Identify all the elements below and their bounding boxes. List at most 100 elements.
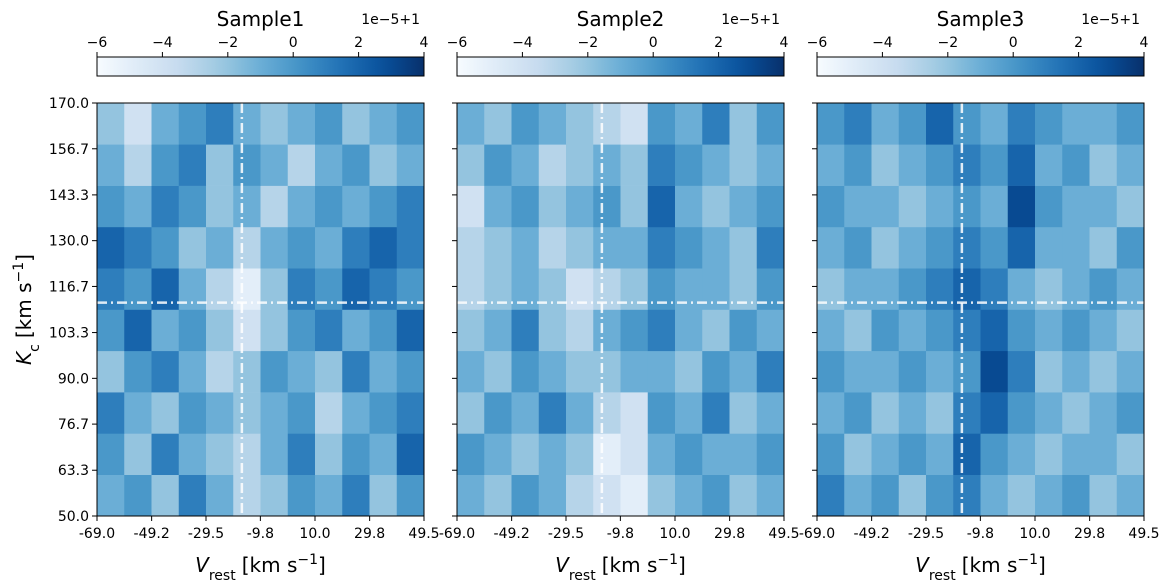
heatmap-cell	[871, 309, 900, 352]
heatmap-cell	[620, 185, 649, 228]
heatmap-cell	[898, 185, 927, 228]
heatmap-cell	[396, 226, 425, 269]
heatmap-cell	[151, 433, 180, 475]
heatmap-cell	[953, 309, 981, 352]
heatmap-cell	[844, 392, 872, 434]
colorbar-tick-label: −6	[447, 35, 468, 51]
axis-label-part: [km s	[962, 553, 1018, 577]
heatmap-cell	[538, 474, 567, 517]
heatmap-cell	[124, 185, 152, 228]
y-tick-label: 170.0	[49, 96, 89, 112]
heatmap-cell	[647, 433, 676, 475]
axis-label-part: ]	[12, 254, 36, 262]
heatmap-cell	[151, 185, 180, 228]
x-tick-label: -49.2	[494, 526, 530, 542]
heatmap-cell	[97, 433, 125, 475]
heatmap-cell	[287, 433, 316, 475]
x-tick-label: -49.2	[134, 526, 170, 542]
heatmap-cell	[1089, 433, 1118, 475]
heatmap-cell	[206, 144, 234, 186]
heatmap-cell	[844, 474, 872, 517]
heatmap-cell	[1116, 103, 1145, 145]
heatmap-cell	[484, 474, 512, 517]
heatmap-cell	[1007, 185, 1036, 228]
heatmap-cell	[233, 433, 261, 475]
heatmap-cell	[369, 350, 398, 393]
heatmap-cell	[1116, 474, 1145, 517]
heatmap-cell	[260, 350, 289, 393]
heatmap-cell	[315, 350, 343, 393]
heatmap-cell	[675, 103, 703, 145]
heatmap-cell	[702, 392, 730, 434]
heatmap-cell	[97, 309, 125, 352]
heatmap-cell	[233, 185, 261, 228]
heatmap-cell	[1007, 226, 1036, 269]
x-tick-label: 49.5	[408, 526, 439, 542]
heatmap-cell	[1007, 350, 1036, 393]
heatmap-cell	[315, 474, 343, 517]
heatmap-cell	[342, 392, 370, 434]
heatmap-cell	[369, 474, 398, 517]
heatmap-cell	[926, 144, 954, 186]
heatmap-cell	[484, 309, 512, 352]
heatmap-cell	[342, 185, 370, 228]
heatmap-cell	[980, 144, 1009, 186]
axis-label: Vrest [km s−1]	[195, 552, 326, 583]
heatmap-cell	[980, 392, 1009, 434]
heatmap-cell	[1062, 392, 1090, 434]
heatmap-cell	[287, 474, 316, 517]
colorbar-tick-label: 4	[420, 35, 429, 51]
axis-label-part: V	[555, 553, 570, 577]
heatmap-cell	[396, 350, 425, 393]
heatmap-cell	[756, 433, 785, 475]
heatmap-cell	[511, 185, 540, 228]
heatmap-cell	[1089, 144, 1118, 186]
heatmap-cell	[756, 103, 785, 145]
heatmap-cell	[1116, 350, 1145, 393]
heatmap-cell	[620, 309, 649, 352]
y-tick-label: 63.3	[58, 463, 89, 479]
heatmap-cell	[178, 103, 207, 145]
heatmap-cell	[457, 350, 485, 393]
heatmap-cell	[844, 185, 872, 228]
heatmap-cell	[593, 474, 621, 517]
heatmap-cell	[151, 226, 180, 269]
heatmap-cell	[396, 103, 425, 145]
colorbar-tick-label: −2	[217, 35, 238, 51]
heatmap-cell	[871, 226, 900, 269]
x-tick-label: -49.2	[854, 526, 890, 542]
heatmap-cell	[457, 144, 485, 186]
panel-title: Sample2	[577, 7, 665, 31]
heatmap-cell	[342, 350, 370, 393]
heatmap-cell	[593, 392, 621, 434]
heatmap-cell	[233, 144, 261, 186]
y-tick-label: 130.0	[49, 234, 89, 250]
heatmap-cell	[729, 309, 758, 352]
heatmap-cell	[871, 103, 900, 145]
heatmap-cell	[593, 185, 621, 228]
heatmap-cell	[151, 309, 180, 352]
heatmap-cell	[566, 392, 594, 434]
heatmap-cell	[871, 392, 900, 434]
heatmap-cell	[871, 144, 900, 186]
heatmap-cell	[178, 226, 207, 269]
axis-label-part: c	[27, 344, 43, 352]
heatmap-cell	[124, 309, 152, 352]
axis-label-part: V	[195, 553, 210, 577]
colorbar-tick-label: 0	[1009, 35, 1018, 51]
heatmap-cell	[817, 309, 845, 352]
heatmap-cell	[675, 185, 703, 228]
heatmap-cell	[926, 474, 954, 517]
heatmap-cell	[287, 185, 316, 228]
heatmap-cell	[675, 144, 703, 186]
heatmap-cell	[566, 103, 594, 145]
colorbar-offset: 1e−5+1	[1081, 12, 1140, 28]
axis-label: Vrest [km s−1]	[555, 552, 686, 583]
heatmap-cell	[396, 474, 425, 517]
heatmap-cell	[396, 392, 425, 434]
heatmap-cell	[675, 474, 703, 517]
y-tick-label: 116.7	[49, 279, 89, 295]
heatmap-cell	[647, 474, 676, 517]
heatmap-cell	[980, 350, 1009, 393]
